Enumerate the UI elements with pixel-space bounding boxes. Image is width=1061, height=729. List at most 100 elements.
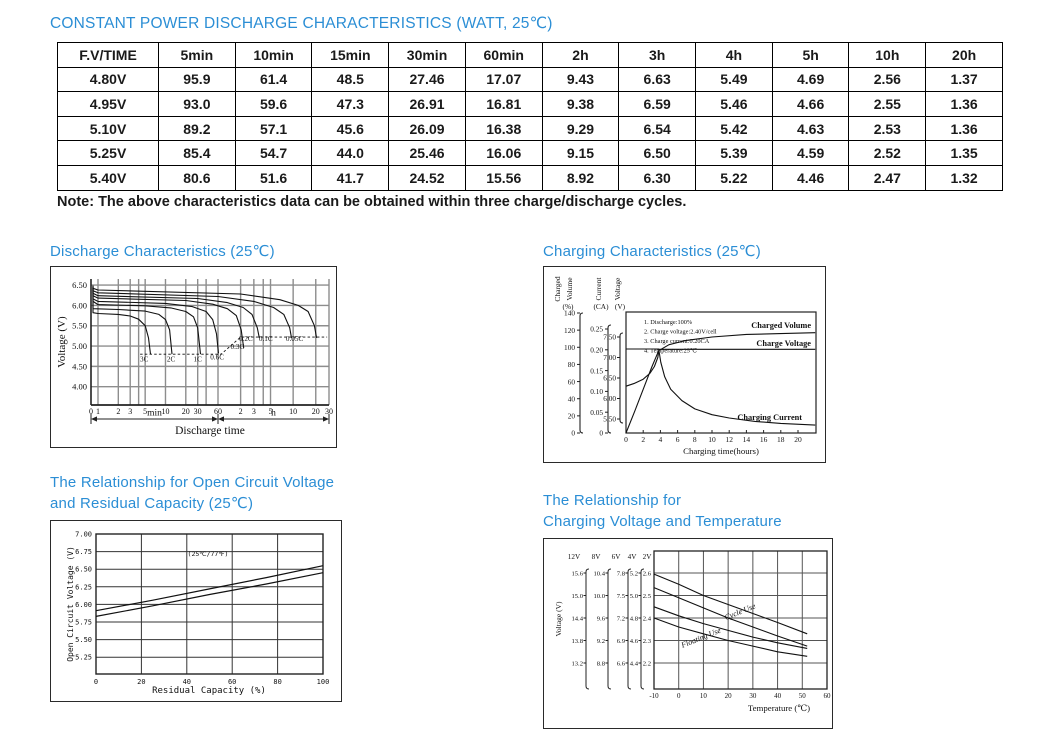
- discharge-curve-0.6C: [92, 287, 220, 354]
- scale-tick-label: 13.2: [571, 661, 583, 668]
- arrowhead: [323, 416, 329, 422]
- scale-tick-label: 14.4: [571, 616, 583, 623]
- curve-label: 0.1C: [259, 335, 273, 343]
- axis-bracket: [607, 568, 612, 690]
- axis-name: Charged: [553, 276, 562, 302]
- x-tick-label: 3: [128, 407, 132, 416]
- discharge-chart-svg: 6.506.005.505.004.504.000 1 2 3 5 10 20 30 60 2 3 5…: [56, 279, 333, 437]
- table-cell: 5.25V: [57, 140, 159, 166]
- table-cell: 4.95V: [57, 91, 159, 117]
- discharge-curve-0.1C: [92, 285, 293, 338]
- arrowhead: [212, 416, 218, 422]
- x-tick-label: 30: [194, 407, 202, 416]
- x-tick-label: 0: [624, 435, 628, 444]
- scale-name: 2V: [643, 553, 653, 561]
- band-line: [653, 573, 808, 635]
- table-cell: 2.56: [848, 66, 927, 93]
- table-cell: 1.36: [925, 115, 1003, 142]
- x-tick-label: 60: [228, 678, 236, 686]
- x-tick-label: 3: [252, 407, 256, 416]
- scale-tick-label: 5.0: [630, 593, 639, 600]
- scale-tick-label: 15.6: [571, 571, 583, 578]
- table-cell: 5.46: [695, 91, 773, 117]
- scale-tick-label: 2.2: [643, 661, 651, 668]
- axis-tick-label: 120: [564, 326, 575, 335]
- charging-curve-current: [626, 348, 816, 426]
- x-tick-label: 0: [94, 678, 98, 686]
- table-cell: 5.10V: [57, 115, 159, 142]
- discharge-curve-0.3C: [92, 286, 245, 349]
- x-tick-label: 2: [239, 407, 243, 416]
- x-axis-title: Charging time(hours): [683, 446, 759, 456]
- y-axis-title: Voltage (V): [56, 316, 68, 368]
- scale-tick-label: 4.6: [630, 638, 639, 645]
- table-cell: 25.46: [388, 140, 466, 166]
- axis-unit: (%): [563, 302, 575, 311]
- axis-tick-label: 6.00: [603, 394, 616, 403]
- scale-tick-label: 4.4: [630, 661, 639, 668]
- temp-chart-heading-line2: Charging Voltage and Temperature: [543, 513, 782, 530]
- axis-bracket: [579, 312, 584, 434]
- table-cell: 48.5: [311, 66, 390, 93]
- x-tick-label: -10: [649, 692, 659, 700]
- temp-chart-figure: 12V 15.6 15.0 14.4 13.8 13.2 8V 10.4 10.0 9.6 9.2 8…: [543, 538, 833, 729]
- x-tick-label: 50: [799, 692, 807, 700]
- discharge-curve-0.2C: [92, 286, 260, 339]
- table-cell: 5.42: [695, 115, 773, 142]
- ocv-chart-heading-line2: and Residual Capacity (25℃): [50, 495, 254, 512]
- temp-chart-heading-line1: The Relationship for: [543, 492, 682, 509]
- scale-name: 4V: [628, 553, 638, 561]
- table-cell: 85.4: [158, 140, 236, 166]
- scale-tick-label: 9.6: [597, 616, 606, 623]
- y-tick-label: 6.50: [75, 566, 92, 574]
- axis-name: Volume: [565, 277, 574, 301]
- table-cell: 1.32: [925, 164, 1003, 191]
- table-cell: 61.4: [234, 66, 313, 93]
- scale-tick-label: 2.5: [643, 593, 652, 600]
- table-header-cell: 3h: [618, 42, 697, 68]
- table-row: 5.40V 80.6 51.6 41.7 24.52 15.56 8.92 6.30 5.22 4…: [57, 164, 1003, 191]
- axis-tick-label: 20: [568, 412, 576, 421]
- curve-label: 1C: [193, 356, 202, 364]
- table-cell: 26.09: [388, 115, 466, 142]
- x-tick-label: 20: [794, 435, 802, 444]
- x-tick-label: 10: [700, 692, 708, 700]
- table-cell: 47.3: [311, 91, 390, 117]
- axis-tick-label: 0.10: [590, 387, 603, 396]
- x-tick-label: 5: [143, 407, 147, 416]
- ocv-chart-heading: The Relationship for Open Circuit Voltag…: [50, 472, 334, 514]
- table-cell: 44.0: [311, 140, 390, 166]
- y-axis-title: Voltage (V): [554, 601, 563, 637]
- axis-tick-label: 6.50: [603, 374, 616, 383]
- axis-tick-label: 0.20: [590, 346, 603, 355]
- table-row: 4.80V 95.9 61.4 48.5 27.46 17.07 9.43 6.63 5.49 4…: [57, 66, 1003, 93]
- axis-tick-label: 40: [568, 394, 576, 403]
- axis-name: Voltage: [613, 277, 622, 300]
- ocv-chart-svg: 7.00 6.75 6.50 6.25 6.00 5.75 5.50 5.25 0 20 40 60 8…: [66, 531, 329, 697]
- table-cell: 6.30: [618, 164, 697, 191]
- table-cell: 2.52: [848, 140, 927, 166]
- table-header-cell: 10min: [234, 42, 313, 68]
- temp-chart-heading: The Relationship for Charging Voltage an…: [543, 490, 782, 532]
- temp-chart-svg: 12V 15.6 15.0 14.4 13.8 13.2 8V 10.4 10.0 9.6 9.2 8…: [554, 550, 831, 713]
- x-tick-label: 10: [161, 407, 169, 416]
- ocv-line-upper: [95, 565, 324, 612]
- x-tick-label: 30: [325, 407, 333, 416]
- table-cell: 45.6: [311, 115, 390, 142]
- curve-label: 0.6C: [210, 353, 224, 361]
- curve-label: 0.05C: [286, 335, 304, 343]
- plot-frame: [653, 550, 828, 690]
- x-tick-label: 16: [760, 435, 768, 444]
- band-line: [653, 587, 808, 647]
- discharge-curve-1C: [92, 287, 202, 355]
- table-cell: 5.49: [695, 66, 773, 93]
- discharge-curve-3C: [92, 288, 152, 355]
- table-cell: 4.46: [771, 164, 850, 191]
- x-tick-label: 0: [677, 692, 681, 700]
- x-tick-label: 40: [183, 678, 191, 686]
- table-cell: 16.81: [464, 91, 543, 117]
- table-cell: 27.46: [388, 66, 466, 93]
- scale-tick-label: 7.8: [617, 571, 626, 578]
- axis-unit-arrows: [90, 414, 330, 424]
